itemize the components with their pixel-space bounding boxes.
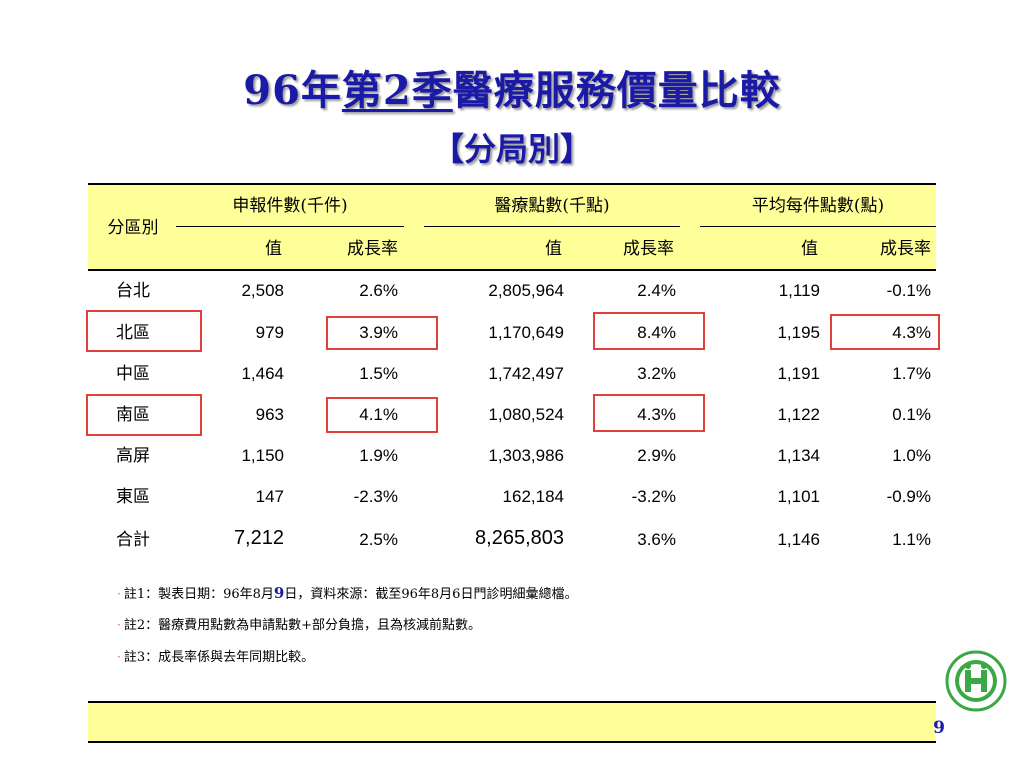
points-value: 1,742,497 — [488, 364, 564, 383]
cases-growth: 1.5% — [359, 364, 398, 383]
footnotes: · 註1：製表日期：96年8月9日，資料來源：截至96年8月6日門診明細彙總檔。 … — [117, 584, 577, 680]
points-growth: 8.4% — [637, 323, 676, 342]
group2-underline — [424, 226, 680, 227]
nhi-logo-icon — [945, 650, 1007, 712]
highlight-box-region-north — [86, 310, 202, 352]
total-points-growth: 3.6% — [637, 530, 676, 549]
cases-growth: 3.9% — [359, 323, 398, 342]
points-growth: 3.2% — [637, 364, 676, 383]
region-header: 分區別 — [107, 218, 159, 238]
sub-header-value: 值 — [801, 239, 818, 259]
page-subtitle: 【分局別】 — [431, 130, 592, 168]
total-avg-points-growth: 1.1% — [892, 530, 931, 549]
page-title: 96年第2季醫療服務價量比較 — [0, 58, 1024, 116]
total-label: 合計 — [116, 530, 150, 550]
highlight-box-growth — [593, 312, 705, 350]
bullet-icon: · — [117, 587, 121, 601]
table-bottom-rule — [88, 741, 936, 743]
region-name: 北區 — [116, 323, 150, 343]
cases-growth: 1.9% — [359, 446, 398, 465]
footnote-1: · 註1：製表日期：96年8月9日，資料來源：截至96年8月6日門診明細彙總檔。 — [117, 584, 578, 602]
cases-value: 147 — [255, 487, 284, 506]
footnote-3: · 註3：成長率係與去年同期比較。 — [117, 650, 315, 665]
group-header-cases: 申報件數(千件) — [232, 196, 348, 216]
group-header-avg-points: 平均每件點數(點) — [751, 196, 885, 216]
points-value: 2,805,964 — [488, 281, 564, 300]
points-growth: 2.4% — [637, 281, 676, 300]
avg-points-growth: 0.1% — [892, 405, 931, 424]
cases-value: 2,508 — [241, 281, 284, 300]
points-value: 1,080,524 — [488, 405, 564, 424]
avg-points-value: 1,195 — [777, 323, 820, 342]
total-top-rule — [88, 701, 936, 703]
region-name: 東區 — [116, 487, 150, 507]
total-cases-value: 7,212 — [233, 527, 284, 549]
cases-growth: -2.3% — [353, 487, 398, 506]
avg-points-growth: 4.3% — [892, 323, 931, 342]
cases-value: 979 — [255, 323, 284, 342]
avg-points-growth: -0.1% — [886, 281, 931, 300]
sub-header-growth: 成長率 — [623, 239, 674, 259]
avg-points-value: 1,119 — [778, 281, 820, 300]
title-main: 醫療服務價量比較 — [452, 67, 781, 114]
sub-header-growth: 成長率 — [347, 239, 398, 259]
header-bottom-rule — [88, 269, 936, 271]
avg-points-growth: 1.0% — [892, 446, 931, 465]
table-top-rule — [88, 183, 936, 185]
cases-growth: 2.6% — [359, 281, 398, 300]
sub-header-growth: 成長率 — [880, 239, 931, 259]
bullet-icon: · — [117, 650, 121, 664]
points-value: 1,170,649 — [488, 323, 564, 342]
sub-header-value: 值 — [545, 239, 562, 259]
total-points-value: 8,265,803 — [475, 527, 564, 549]
highlight-box-growth — [830, 314, 940, 350]
region-name: 高屏 — [116, 446, 150, 466]
points-value: 1,303,986 — [488, 446, 564, 465]
cases-value: 1,464 — [241, 364, 284, 383]
title-year: 96年 — [243, 67, 342, 114]
highlight-box-region-south — [86, 394, 202, 436]
footnote-2: · 註2：醫療費用點數為申請點數+部分負擔，且為核減前點數。 — [117, 618, 481, 633]
highlight-box-growth — [593, 394, 705, 432]
total-cases-growth: 2.5% — [359, 530, 398, 549]
group3-underline — [700, 226, 936, 227]
group1-underline — [176, 226, 404, 227]
points-growth: 2.9% — [637, 446, 676, 465]
cases-value: 963 — [255, 405, 284, 424]
title-quarter: 第2季 — [341, 67, 453, 114]
points-growth: -3.2% — [631, 487, 676, 506]
avg-points-value: 1,134 — [777, 446, 820, 465]
avg-points-growth: -0.9% — [886, 487, 931, 506]
region-name: 中區 — [116, 364, 150, 384]
avg-points-value: 1,101 — [777, 487, 820, 506]
highlight-box-growth — [326, 397, 438, 433]
total-avg-points-value: 1,146 — [777, 530, 820, 549]
table-total-background — [88, 701, 936, 741]
region-name: 南區 — [116, 405, 150, 425]
region-name: 台北 — [116, 281, 150, 301]
page-number: 9 — [933, 718, 945, 738]
bullet-icon: · — [117, 618, 121, 632]
comparison-table: 分區別 申報件數(千件) 醫療點數(千點) 平均每件點數(點) 值 成長率 值 … — [86, 183, 940, 743]
sub-header-value: 值 — [265, 239, 282, 259]
cases-growth: 4.1% — [359, 405, 398, 424]
highlight-box-growth — [326, 316, 438, 350]
points-value: 162,184 — [502, 487, 564, 506]
points-growth: 4.3% — [637, 405, 676, 424]
avg-points-value: 1,191 — [777, 364, 820, 383]
avg-points-value: 1,122 — [777, 405, 820, 424]
group-header-points: 醫療點數(千點) — [494, 196, 610, 216]
avg-points-growth: 1.7% — [892, 364, 931, 383]
cases-value: 1,150 — [241, 446, 284, 465]
